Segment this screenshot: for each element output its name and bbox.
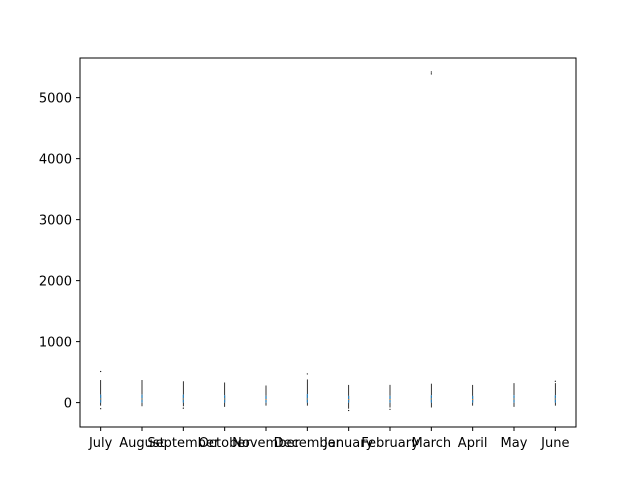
outlier-point	[100, 408, 102, 410]
y-tick-label: 5000	[39, 92, 72, 107]
box-january	[348, 384, 350, 412]
y-tick-label: 1000	[39, 336, 72, 351]
x-tick-label: September	[147, 436, 220, 451]
x-tick-label: January	[323, 436, 374, 451]
box-september	[182, 381, 184, 409]
x-tick-label: November	[232, 436, 300, 451]
x-tick-label: August	[119, 436, 165, 451]
outlier-point	[182, 407, 184, 409]
box-april	[472, 384, 474, 406]
outlier-point	[100, 370, 102, 373]
x-tick-label: December	[274, 436, 342, 451]
y-tick-label: 0	[64, 397, 72, 412]
outlier-point	[306, 373, 308, 375]
outlier-point	[554, 380, 556, 382]
y-tick-label: 2000	[39, 275, 72, 290]
outlier-point	[430, 73, 432, 75]
x-tick-label: February	[361, 436, 419, 451]
outlier-point	[389, 408, 391, 410]
box-may	[513, 383, 515, 407]
plot-area	[100, 71, 556, 412]
outlier-point	[348, 409, 350, 412]
box-august	[141, 380, 143, 407]
y-tick-label: 4000	[39, 153, 72, 168]
x-tick-label: July	[88, 436, 113, 451]
x-tick-label: May	[501, 436, 528, 451]
plot-frame	[79, 57, 577, 428]
box-june	[554, 380, 556, 406]
x-tick-label: June	[540, 436, 569, 451]
x-tick-label: October	[199, 436, 252, 451]
box-october	[224, 382, 226, 407]
x-tick-label: March	[412, 436, 452, 451]
box-july	[100, 370, 102, 410]
x-tick-label: April	[458, 436, 488, 451]
outlier-point	[430, 71, 432, 73]
box-march	[430, 71, 432, 408]
box-december	[306, 373, 308, 406]
box-february	[389, 384, 391, 410]
box-body	[306, 394, 308, 403]
y-axis: 0 1000 2000 3000 4000 5000	[39, 92, 80, 412]
y-tick-label: 3000	[39, 214, 72, 229]
x-axis: July AugustSeptemberOctoberNovemberDecemb…	[88, 427, 569, 451]
box-november	[265, 385, 267, 406]
